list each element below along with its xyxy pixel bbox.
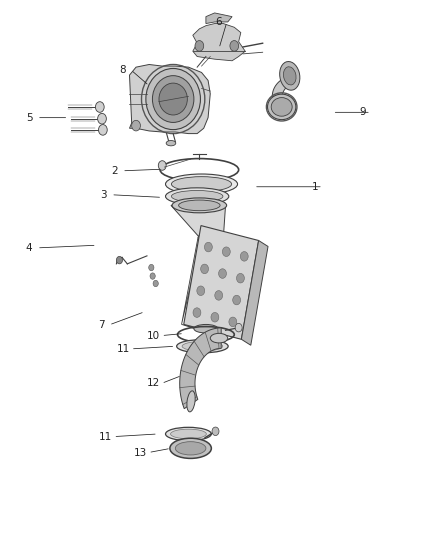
Circle shape [193, 308, 201, 317]
Ellipse shape [198, 232, 222, 242]
Circle shape [195, 41, 204, 51]
Ellipse shape [166, 188, 229, 205]
Ellipse shape [170, 429, 206, 439]
Polygon shape [130, 64, 210, 134]
Circle shape [235, 324, 242, 332]
Text: 1: 1 [312, 182, 318, 192]
Circle shape [211, 312, 219, 322]
Text: 12: 12 [147, 378, 160, 389]
Ellipse shape [177, 340, 228, 353]
Circle shape [223, 247, 230, 256]
Ellipse shape [166, 141, 176, 146]
Polygon shape [180, 328, 221, 409]
Ellipse shape [271, 98, 292, 116]
Ellipse shape [175, 442, 206, 455]
Ellipse shape [146, 68, 201, 130]
Ellipse shape [171, 190, 223, 202]
Circle shape [240, 252, 248, 261]
Text: 13: 13 [134, 448, 147, 457]
Circle shape [99, 125, 107, 135]
Text: 6: 6 [215, 17, 223, 27]
Circle shape [212, 427, 219, 435]
Polygon shape [193, 23, 245, 61]
Circle shape [117, 256, 123, 264]
Ellipse shape [182, 342, 223, 351]
Polygon shape [184, 225, 258, 340]
Ellipse shape [210, 333, 228, 343]
Circle shape [153, 280, 158, 287]
Polygon shape [171, 205, 226, 237]
Text: 9: 9 [360, 107, 367, 117]
Text: 11: 11 [99, 432, 112, 442]
Ellipse shape [194, 325, 218, 333]
Ellipse shape [172, 198, 226, 213]
Ellipse shape [179, 200, 220, 211]
Circle shape [230, 41, 239, 51]
Circle shape [219, 269, 226, 278]
Ellipse shape [279, 61, 300, 90]
Circle shape [205, 243, 212, 252]
Polygon shape [272, 76, 293, 106]
Polygon shape [241, 240, 268, 345]
Circle shape [150, 273, 155, 279]
Ellipse shape [170, 438, 212, 458]
Circle shape [98, 114, 106, 124]
Circle shape [201, 264, 208, 273]
Ellipse shape [166, 427, 212, 441]
Text: 3: 3 [100, 190, 106, 200]
Polygon shape [206, 13, 232, 23]
Text: 8: 8 [120, 65, 126, 75]
Ellipse shape [171, 176, 232, 191]
Text: 11: 11 [117, 344, 130, 354]
Circle shape [132, 120, 141, 131]
Text: 4: 4 [26, 243, 32, 253]
Polygon shape [181, 325, 244, 340]
Ellipse shape [268, 94, 296, 119]
Ellipse shape [187, 391, 195, 412]
Circle shape [229, 317, 237, 327]
Circle shape [95, 102, 104, 112]
Circle shape [233, 295, 240, 305]
Text: 2: 2 [111, 166, 117, 176]
Polygon shape [181, 225, 223, 325]
Circle shape [215, 290, 223, 300]
Ellipse shape [166, 174, 237, 194]
Circle shape [197, 286, 205, 295]
Ellipse shape [152, 76, 194, 123]
Text: 5: 5 [26, 112, 32, 123]
Circle shape [237, 273, 244, 283]
Text: 10: 10 [147, 330, 160, 341]
Ellipse shape [159, 83, 187, 115]
Circle shape [158, 161, 166, 170]
Text: 7: 7 [98, 320, 104, 330]
Circle shape [149, 264, 154, 271]
Ellipse shape [283, 67, 296, 85]
